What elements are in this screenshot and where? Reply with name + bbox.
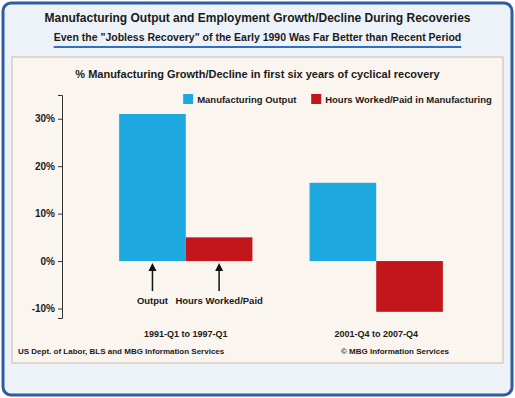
bar: [376, 261, 443, 312]
bar: [310, 183, 377, 261]
legend-label: Manufacturing Output: [197, 94, 297, 105]
y-tick-label: 30%: [35, 113, 55, 124]
legend-item: Hours Worked/Paid in Manufacturing: [311, 94, 492, 105]
y-tick: 20%: [35, 161, 62, 172]
bar: [119, 114, 186, 261]
y-tick-label: 0%: [41, 256, 56, 267]
y-tick-mark: [58, 214, 62, 215]
y-tick-mark: [58, 309, 62, 310]
x-tick-label: 2001-Q4 to 2007-Q4: [334, 329, 418, 339]
y-tick: 10%: [35, 208, 62, 219]
y-tick-mark: [58, 261, 62, 262]
plot-title: % Manufacturing Growth/Decline in first …: [75, 68, 440, 80]
chart-svg: Manufacturing Output and Employment Grow…: [0, 0, 515, 398]
title: Manufacturing Output and Employment Grow…: [44, 11, 470, 25]
y-tick-label: 20%: [35, 161, 55, 172]
annotations: Output Hours Worked/Paid: [137, 263, 263, 306]
y-tick-mark: [58, 166, 62, 167]
y-tick-label: -10%: [32, 303, 55, 314]
outer-frame: [3, 3, 512, 395]
y-tick-label: 10%: [35, 208, 55, 219]
source-note: US Dept. of Labor, BLS and MBG Informati…: [18, 347, 225, 356]
bars: [119, 114, 443, 312]
legend-label: Hours Worked/Paid in Manufacturing: [325, 94, 492, 105]
annotation-arrow: [152, 269, 154, 291]
y-tick: 0%: [41, 256, 62, 267]
y-tick-mark: [58, 119, 62, 120]
legend-swatch: [311, 94, 321, 104]
legend: Manufacturing Output Hours Worked/Paid in…: [183, 94, 492, 105]
subtitle: Even the "Jobless Recovery" of the Early…: [54, 31, 462, 43]
annotation-arrowhead: [148, 263, 156, 271]
y-tick: -10%: [32, 303, 62, 314]
inner-frame: [12, 57, 503, 363]
y-axis: -10% 0% 10% 20% 30%: [32, 96, 63, 319]
annotation-label: Output: [137, 295, 169, 306]
legend-swatch: [183, 94, 193, 104]
annotation-label: Hours Worked/Paid: [175, 295, 263, 306]
page-background: [0, 0, 515, 398]
annotation-arrow: [218, 269, 220, 291]
subtitle-underline: [54, 46, 462, 48]
annotation-arrowhead: [215, 263, 223, 271]
legend-item: Manufacturing Output: [183, 94, 297, 105]
bar: [186, 237, 253, 261]
x-tick-label: 1991-Q1 to 1997-Q1: [144, 329, 228, 339]
y-axis-line: [58, 96, 63, 319]
y-tick: 30%: [35, 113, 62, 124]
credit-note: © MBG Information Services: [341, 347, 450, 356]
